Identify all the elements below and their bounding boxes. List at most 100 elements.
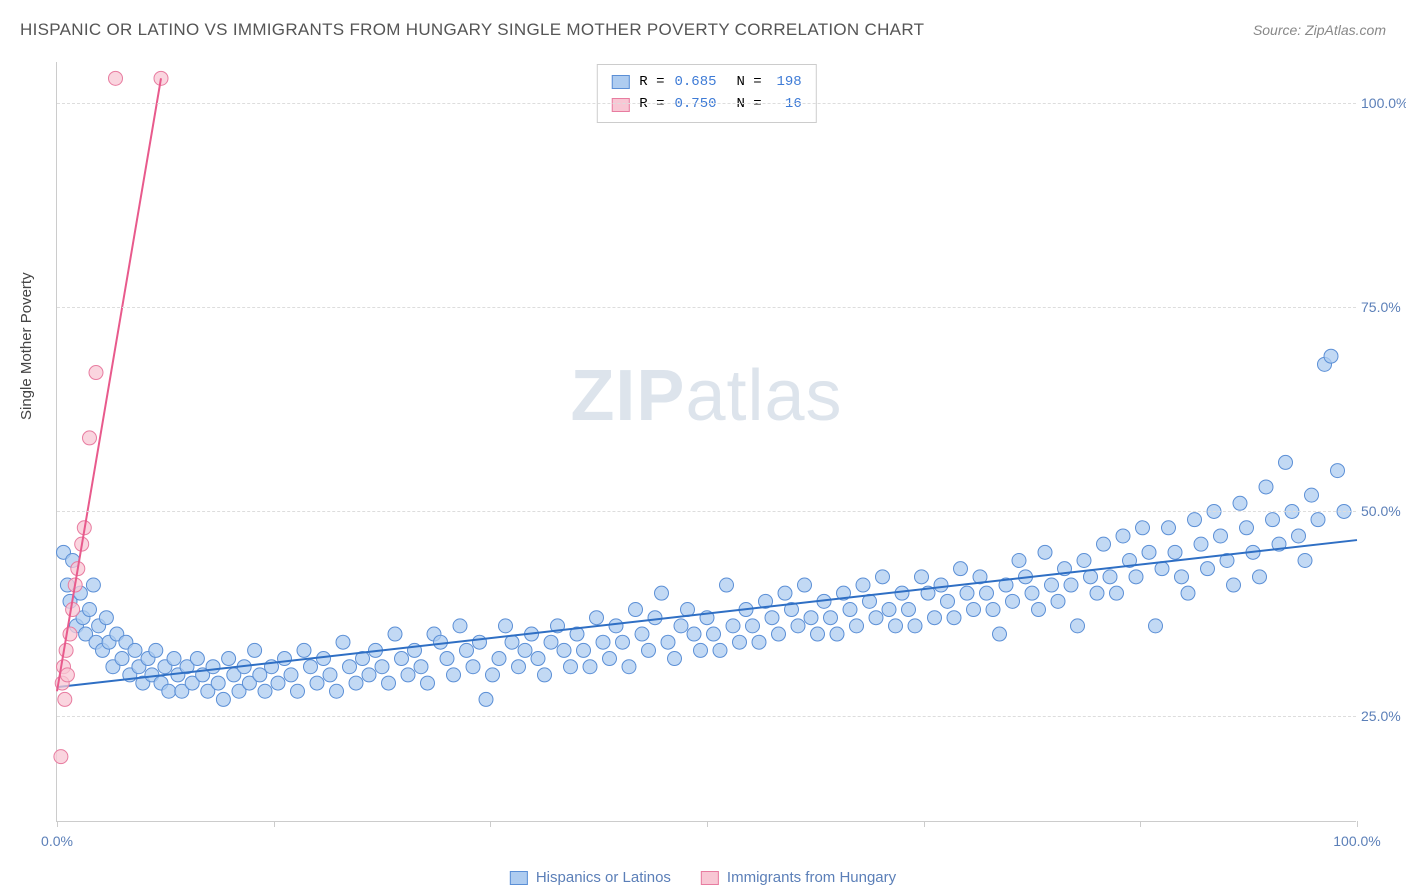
data-point [362,668,376,682]
source-label: Source: ZipAtlas.com [1253,22,1386,38]
data-point [1311,513,1325,527]
data-point [687,627,701,641]
data-point [960,586,974,600]
trend-line [57,540,1357,687]
data-point [947,611,961,625]
data-point [1266,513,1280,527]
data-point [668,652,682,666]
data-point [466,660,480,674]
data-point [395,652,409,666]
y-tick-label: 100.0% [1361,95,1406,111]
legend-r-label: R = [639,93,664,115]
data-point [1084,570,1098,584]
data-point [518,643,532,657]
data-point [336,635,350,649]
data-point [1136,521,1150,535]
data-point [1214,529,1228,543]
data-point [1279,455,1293,469]
data-point [291,684,305,698]
data-point [798,578,812,592]
data-point [486,668,500,682]
data-point [889,619,903,633]
data-point [1025,586,1039,600]
data-point [473,635,487,649]
data-point [128,643,142,657]
data-point [258,684,272,698]
data-point [1045,578,1059,592]
data-point [330,684,344,698]
data-point [505,635,519,649]
data-point [772,627,786,641]
data-point [993,627,1007,641]
data-point [190,652,204,666]
data-point [447,668,461,682]
data-point [1240,521,1254,535]
data-point [538,668,552,682]
data-point [1116,529,1130,543]
data-point [375,660,389,674]
data-point [1142,545,1156,559]
data-point [1168,545,1182,559]
data-point [1129,570,1143,584]
data-point [115,652,129,666]
legend-n-value: 16 [772,93,802,115]
data-point [967,603,981,617]
legend-r-value: 0.685 [674,71,716,93]
data-point [59,643,73,657]
data-point [1292,529,1306,543]
data-point [616,635,630,649]
data-point [726,619,740,633]
data-point [954,562,968,576]
data-point [694,643,708,657]
legend-series: Hispanics or LatinosImmigrants from Hung… [510,869,896,886]
gridline [57,716,1356,717]
legend-swatch [701,871,719,885]
data-point [1201,562,1215,576]
data-point [843,603,857,617]
data-point [211,676,225,690]
data-point [54,750,68,764]
data-point [590,611,604,625]
data-point [915,570,929,584]
chart-title: HISPANIC OR LATINO VS IMMIGRANTS FROM HU… [20,20,924,40]
data-point [253,668,267,682]
data-point [778,586,792,600]
data-point [752,635,766,649]
data-point [453,619,467,633]
x-tick-mark [57,821,58,827]
data-point [388,627,402,641]
data-point [564,660,578,674]
data-point [1181,586,1195,600]
data-point [440,652,454,666]
data-point [765,611,779,625]
data-point [278,652,292,666]
legend-swatch [611,98,629,112]
data-point [1155,562,1169,576]
legend-r-label: R = [639,71,664,93]
data-point [1097,537,1111,551]
data-point [1071,619,1085,633]
data-point [882,603,896,617]
data-point [811,627,825,641]
data-point [850,619,864,633]
legend-n-label: N = [737,93,762,115]
chart-plot-area: ZIPatlas R = 0.685N = 198R = 0.750N = 16… [56,62,1356,822]
data-point [167,652,181,666]
trend-line [57,78,161,691]
x-tick-mark [490,821,491,827]
x-tick-mark [707,821,708,827]
data-point [713,643,727,657]
legend-swatch [510,871,528,885]
data-point [86,578,100,592]
legend-n-value: 198 [772,71,802,93]
data-point [310,676,324,690]
data-point [83,603,97,617]
data-point [531,652,545,666]
chart-header: HISPANIC OR LATINO VS IMMIGRANTS FROM HU… [20,20,1386,40]
data-point [596,635,610,649]
x-tick-mark [1140,821,1141,827]
y-tick-label: 50.0% [1361,503,1406,519]
data-point [304,660,318,674]
gridline [57,307,1356,308]
data-point [414,660,428,674]
